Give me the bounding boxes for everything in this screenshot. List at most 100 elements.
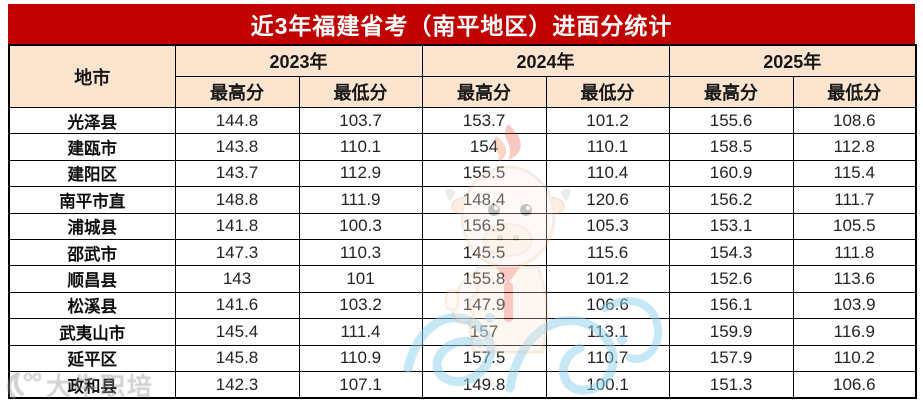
score-cell: 116.9 xyxy=(792,318,917,346)
sub-header-row: 最高分 最低分 最高分 最低分 最高分 最低分 xyxy=(9,76,917,108)
score-cell: 157.9 xyxy=(668,344,794,372)
year-header-2024: 2024年 xyxy=(421,44,670,77)
score-cell: 143.8 xyxy=(174,133,300,161)
score-cell: 112.8 xyxy=(792,133,917,161)
score-cell: 151.3 xyxy=(668,370,794,399)
table-row: 浦城县 141.8 100.3 156.5 105.3 153.1 105.5 xyxy=(8,212,917,240)
score-cell: 113.6 xyxy=(792,265,917,293)
city-cell: 政和县 xyxy=(8,370,176,399)
score-cell: 110.1 xyxy=(545,133,670,161)
score-cell: 147.9 xyxy=(421,291,547,320)
sub-header-min-2024: 最低分 xyxy=(545,76,670,108)
city-cell: 南平市直 xyxy=(8,186,176,214)
score-cell: 141.8 xyxy=(174,212,300,240)
score-cell: 111.9 xyxy=(298,186,423,214)
score-cell: 120.6 xyxy=(545,186,670,214)
score-cell: 158.5 xyxy=(668,133,794,161)
score-cell: 145.5 xyxy=(421,238,547,267)
score-cell: 110.1 xyxy=(298,133,423,161)
table-row: 顺昌县 143 101 155.8 101.2 152.6 113.6 xyxy=(8,265,917,293)
score-cell: 143 xyxy=(174,265,300,293)
sub-header-max-2023: 最高分 xyxy=(174,76,300,108)
score-cell: 142.3 xyxy=(174,370,300,399)
score-cell: 160.9 xyxy=(668,159,794,188)
city-cell: 邵武市 xyxy=(8,238,176,267)
score-cell: 103.2 xyxy=(298,291,423,320)
score-cell: 157.5 xyxy=(421,344,547,372)
score-cell: 111.8 xyxy=(792,238,917,267)
table-row: 建瓯市 143.8 110.1 154 110.1 158.5 112.8 xyxy=(8,133,917,161)
score-cell: 147.3 xyxy=(174,238,300,267)
score-cell: 145.8 xyxy=(174,344,300,372)
table-row: 建阳区 143.7 112.9 155.5 110.4 160.9 115.4 xyxy=(8,159,917,188)
score-cell: 115.6 xyxy=(545,238,670,267)
table-row: 松溪县 141.6 103.2 147.9 106.6 156.1 103.9 xyxy=(8,291,917,320)
score-cell: 154 xyxy=(421,133,547,161)
score-cell: 103.7 xyxy=(298,106,423,135)
score-cell: 101.2 xyxy=(545,106,670,135)
table-row: 邵武市 147.3 110.3 145.5 115.6 154.3 111.8 xyxy=(8,238,917,267)
sub-header-min-2025: 最低分 xyxy=(792,76,917,108)
score-cell: 148.4 xyxy=(421,186,547,214)
score-cell: 101 xyxy=(298,265,423,293)
score-cell: 156.5 xyxy=(421,212,547,240)
score-cell: 107.1 xyxy=(298,370,423,399)
city-cell: 武夷山市 xyxy=(8,318,176,346)
sub-header-max-2024: 最高分 xyxy=(421,76,547,108)
score-cell: 144.8 xyxy=(174,106,300,135)
score-cell: 155.6 xyxy=(668,106,794,135)
score-cell: 154.3 xyxy=(668,238,794,267)
score-cell: 110.4 xyxy=(545,159,670,188)
score-cell: 155.8 xyxy=(421,265,547,293)
year-header-2025: 2025年 xyxy=(668,44,917,77)
score-cell: 106.6 xyxy=(545,291,670,320)
table-row: 光泽县 144.8 103.7 153.7 101.2 155.6 108.6 xyxy=(8,106,917,135)
city-cell: 浦城县 xyxy=(8,212,176,240)
score-cell: 111.7 xyxy=(792,186,917,214)
city-cell: 松溪县 xyxy=(8,291,176,320)
score-cell: 115.4 xyxy=(792,159,917,188)
score-cell: 106.6 xyxy=(792,370,917,399)
score-cell: 145.4 xyxy=(174,318,300,346)
city-cell: 顺昌县 xyxy=(8,265,176,293)
city-cell: 建阳区 xyxy=(8,159,176,188)
score-cell: 153.7 xyxy=(421,106,547,135)
table-row: 武夷山市 145.4 111.4 157 113.1 159.9 116.9 xyxy=(8,318,917,346)
score-cell: 149.8 xyxy=(421,370,547,399)
score-cell: 111.4 xyxy=(298,318,423,346)
score-cell: 100.1 xyxy=(545,370,670,399)
sub-header-min-2023: 最低分 xyxy=(298,76,423,108)
year-header-row: 地市 2023年 2024年 2025年 xyxy=(8,44,917,108)
score-cell: 113.1 xyxy=(545,318,670,346)
city-cell: 建瓯市 xyxy=(8,133,176,161)
score-cell: 156.2 xyxy=(668,186,794,214)
table-row: 延平区 145.8 110.9 157.5 110.7 157.9 110.2 xyxy=(8,344,917,372)
year-header-2023: 2023年 xyxy=(174,44,423,77)
score-cell: 157 xyxy=(421,318,547,346)
table-row: 政和县 142.3 107.1 149.8 100.1 151.3 106.6 xyxy=(8,370,917,399)
score-cell: 155.5 xyxy=(421,159,547,188)
column-header-city: 地市 xyxy=(8,44,176,108)
table-row: 南平市直 148.8 111.9 148.4 120.6 156.2 111.7 xyxy=(8,186,917,214)
score-cell: 103.9 xyxy=(792,291,917,320)
score-table: 地市 2023年 2024年 2025年 最高分 最低分 最高分 最低分 最高分… xyxy=(8,44,918,400)
score-cell: 143.7 xyxy=(174,159,300,188)
score-cell: 100.3 xyxy=(298,212,423,240)
score-cell: 105.3 xyxy=(545,212,670,240)
sub-header-max-2025: 最高分 xyxy=(668,76,794,108)
score-cell: 153.1 xyxy=(668,212,794,240)
score-cell: 159.9 xyxy=(668,318,794,346)
score-cell: 108.6 xyxy=(792,106,917,135)
score-cell: 110.2 xyxy=(792,344,917,372)
score-cell: 152.6 xyxy=(668,265,794,293)
city-cell: 光泽县 xyxy=(8,106,176,135)
page-title: 近3年福建省考（南平地区）进面分统计 xyxy=(8,4,915,44)
score-cell: 101.2 xyxy=(545,265,670,293)
score-cell: 141.6 xyxy=(174,291,300,320)
city-cell: 延平区 xyxy=(8,344,176,372)
score-cell: 156.1 xyxy=(668,291,794,320)
table-header: 地市 2023年 2024年 2025年 最高分 最低分 最高分 最低分 最高分… xyxy=(8,44,917,108)
score-cell: 112.9 xyxy=(298,159,423,188)
score-cell: 110.7 xyxy=(545,344,670,372)
